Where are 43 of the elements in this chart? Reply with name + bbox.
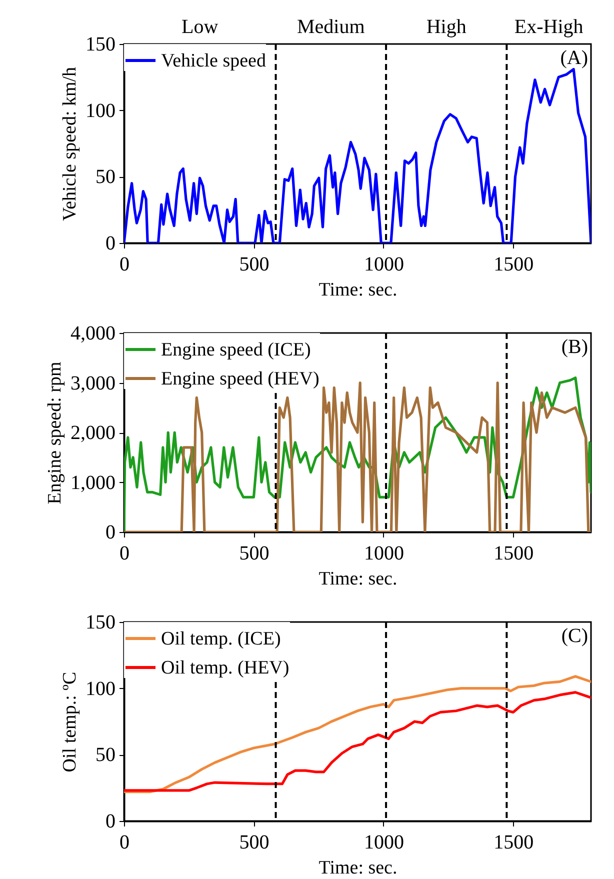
y-tick-label: 50 [96, 166, 116, 188]
text: Medium [297, 16, 366, 38]
y-tick-label: 3,000 [70, 372, 116, 394]
x-tick-label: 1000 [364, 832, 404, 854]
x-tick-label: 0 [120, 832, 130, 854]
annotation: (C) [561, 625, 588, 647]
text: High [426, 16, 466, 38]
x-tick-label: 1500 [494, 832, 534, 854]
x-tick-label: 500 [239, 254, 270, 276]
x-tick-label: 0 [120, 254, 130, 276]
x-tick-label: 1500 [494, 254, 534, 276]
legend-label: Oil temp. (HEV) [161, 658, 290, 678]
x-tick-label: 500 [239, 542, 270, 564]
x-axis-title: Time: sec. [318, 568, 398, 590]
y-tick-label: 100 [86, 100, 116, 122]
legend-label: Engine speed (ICE) [161, 340, 311, 360]
y-tick-label: 0 [106, 522, 116, 544]
x-tick-label: 0 [120, 542, 130, 564]
x-tick-label: 500 [239, 832, 270, 854]
y-tick-label: 50 [96, 744, 116, 766]
y-axis-title: Vehicle speed: km/h [60, 66, 80, 222]
y-tick-label: 4,000 [70, 322, 116, 344]
y-tick-label: 2,000 [70, 422, 116, 444]
y-axis-title: Engine speed: rpm [44, 362, 66, 504]
y-tick-label: 100 [86, 678, 116, 700]
annotation: (A) [560, 47, 588, 69]
y-tick-label: 0 [106, 810, 116, 832]
annotation: (B) [561, 336, 588, 358]
text: Ex-High [514, 16, 584, 38]
x-tick-label: 1000 [364, 542, 404, 564]
x-axis-title: Time: sec. [318, 858, 398, 878]
y-tick-label: 150 [86, 34, 116, 56]
x-tick-label: 1500 [494, 542, 534, 564]
legend-label: Vehicle speed [161, 50, 266, 72]
text: Low [182, 16, 219, 38]
x-axis-title: Time: sec. [318, 280, 398, 300]
y-tick-label: 150 [86, 612, 116, 634]
legend-label: Engine speed (HEV) [161, 368, 320, 390]
y-tick-label: 1,000 [70, 472, 116, 494]
y-axis-title: Oil temp.: ºC [60, 672, 80, 772]
x-tick-label: 1000 [364, 254, 404, 276]
legend-label: Oil temp. (ICE) [161, 628, 281, 650]
y-tick-label: 0 [106, 232, 116, 254]
